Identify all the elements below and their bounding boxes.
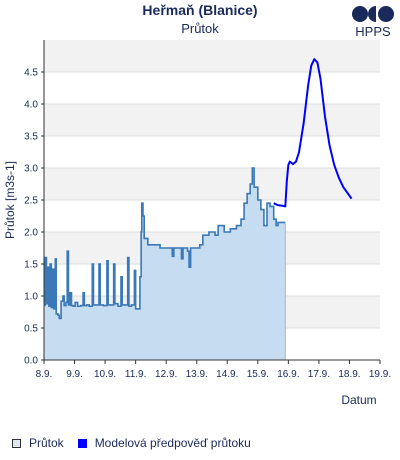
plot-band xyxy=(44,104,380,136)
y-tick-label: 2.5 xyxy=(24,196,38,207)
x-tick-label: 19.9. xyxy=(369,369,391,380)
x-tick-label: 8.9. xyxy=(36,369,53,380)
y-tick-label: 2.0 xyxy=(24,228,38,239)
legend-item-model[interactable]: Modelová předpověď průtoku xyxy=(77,436,251,450)
plot-band xyxy=(44,72,380,104)
plot-band xyxy=(44,40,380,72)
x-tick-label: 18.9. xyxy=(338,369,360,380)
x-tick-label: 17.9. xyxy=(308,369,330,380)
x-tick-label: 14.9. xyxy=(216,369,238,380)
legend: Průtok Modelová předpověď průtoku xyxy=(12,436,265,450)
y-tick-labels: 0.0 0.5 1.0 1.5 2.0 2.5 3.0 3.5 4.0 4.5 xyxy=(24,68,44,367)
x-tick-labels: 8.9. 9.9. 10.9. 11.9. 12.9. 13.9. 14.9. 15.9. 16… xyxy=(36,360,391,380)
plot-band xyxy=(44,200,380,232)
y-tick-label: 4.0 xyxy=(24,100,38,111)
legend-label-observed: Průtok xyxy=(29,436,64,450)
hpps-logo: HPPS xyxy=(348,5,398,43)
x-tick-label: 15.9. xyxy=(247,369,269,380)
x-tick-label: 9.9. xyxy=(66,369,83,380)
y-tick-label: 1.0 xyxy=(24,292,38,303)
observed-area xyxy=(44,168,286,360)
x-tick-label: 11.9. xyxy=(125,369,147,380)
x-axis-label: Datum xyxy=(341,393,376,407)
y-tick-label: 1.5 xyxy=(24,260,38,271)
legend-swatch-observed xyxy=(12,438,21,448)
x-tick-label: 13.9. xyxy=(186,369,208,380)
y-tick-label: 4.5 xyxy=(24,68,38,79)
chart-subtitle: Průtok xyxy=(181,21,219,36)
observed-line xyxy=(44,167,286,320)
y-tick-label: 3.0 xyxy=(24,164,38,175)
chart-svg: 0.0 0.5 1.0 1.5 2.0 2.5 3.0 3.5 4.0 4.5 8.9. 9.9. 1… xyxy=(3,40,391,407)
x-tick-label: 10.9. xyxy=(94,369,116,380)
x-tick-label: 12.9. xyxy=(155,369,177,380)
logo-mark-icon xyxy=(352,6,394,22)
model-forecast-line xyxy=(273,58,353,208)
plot-band xyxy=(44,136,380,168)
legend-label-model: Modelová předpověď průtoku xyxy=(94,436,251,450)
legend-swatch-model xyxy=(77,438,87,448)
series-layer xyxy=(44,58,353,360)
legend-item-observed[interactable]: Průtok xyxy=(12,436,64,450)
logo-text: HPPS xyxy=(355,24,391,39)
chart-title: Heřmaň (Blanice) xyxy=(142,2,258,18)
y-axis-label: Průtok [m3s-1] xyxy=(3,161,17,239)
y-tick-label: 0.5 xyxy=(24,324,38,335)
x-tick-label: 16.9. xyxy=(277,369,299,380)
y-tick-label: 3.5 xyxy=(24,132,38,143)
plot-band xyxy=(44,168,380,200)
y-tick-label: 0.0 xyxy=(24,356,38,367)
